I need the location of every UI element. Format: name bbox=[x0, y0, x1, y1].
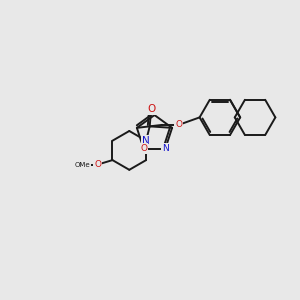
Text: OMe: OMe bbox=[75, 162, 91, 168]
Text: O: O bbox=[147, 104, 155, 114]
Text: N: N bbox=[162, 144, 169, 153]
Text: O: O bbox=[140, 144, 147, 153]
Text: O: O bbox=[175, 120, 182, 129]
Text: N: N bbox=[142, 136, 150, 146]
Text: O: O bbox=[94, 160, 101, 169]
